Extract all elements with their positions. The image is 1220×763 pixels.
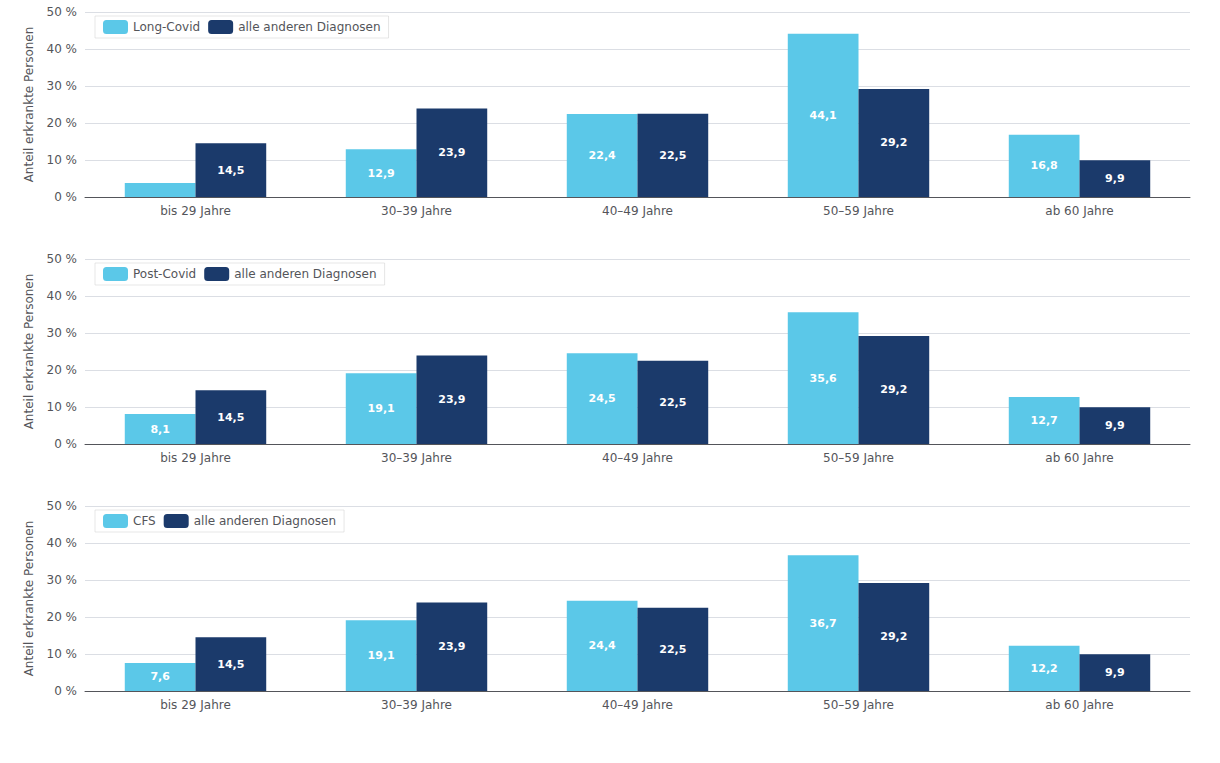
svg-text:50–59 Jahre: 50–59 Jahre: [823, 204, 894, 218]
svg-text:44,1: 44,1: [810, 109, 837, 122]
svg-text:ab 60 Jahre: ab 60 Jahre: [1045, 204, 1113, 218]
svg-text:50–59 Jahre: 50–59 Jahre: [823, 451, 894, 465]
svg-text:30–39 Jahre: 30–39 Jahre: [381, 698, 452, 712]
svg-text:14,5: 14,5: [217, 658, 244, 671]
svg-text:30 %: 30 %: [47, 326, 78, 340]
svg-text:23,9: 23,9: [438, 146, 465, 159]
svg-text:Anteil erkrankte Personen: Anteil erkrankte Personen: [22, 274, 36, 430]
svg-text:10 %: 10 %: [47, 647, 78, 661]
svg-text:23,9: 23,9: [438, 393, 465, 406]
svg-text:ab 60 Jahre: ab 60 Jahre: [1045, 698, 1113, 712]
svg-text:40 %: 40 %: [47, 536, 78, 550]
svg-text:alle anderen Diagnosen: alle anderen Diagnosen: [238, 20, 380, 34]
svg-text:16,8: 16,8: [1031, 159, 1058, 172]
svg-text:0 %: 0 %: [54, 684, 77, 698]
svg-text:9,9: 9,9: [1105, 172, 1125, 185]
svg-text:20 %: 20 %: [47, 610, 78, 624]
svg-text:Anteil erkrankte Personen: Anteil erkrankte Personen: [22, 521, 36, 677]
svg-text:24,4: 24,4: [589, 639, 616, 652]
svg-text:22,5: 22,5: [659, 396, 686, 409]
svg-text:ab 60 Jahre: ab 60 Jahre: [1045, 451, 1113, 465]
svg-text:0 %: 0 %: [54, 190, 77, 204]
svg-text:bis 29 Jahre: bis 29 Jahre: [160, 451, 231, 465]
svg-text:30 %: 30 %: [47, 573, 78, 587]
svg-text:22,5: 22,5: [659, 149, 686, 162]
svg-text:10 %: 10 %: [47, 153, 78, 167]
svg-text:12,2: 12,2: [1031, 662, 1058, 675]
svg-text:24,5: 24,5: [589, 392, 616, 405]
svg-text:bis 29 Jahre: bis 29 Jahre: [160, 698, 231, 712]
svg-text:12,7: 12,7: [1031, 414, 1058, 427]
svg-text:20 %: 20 %: [47, 363, 78, 377]
svg-text:10 %: 10 %: [47, 400, 78, 414]
svg-text:8,1: 8,1: [150, 423, 170, 436]
svg-text:alle anderen Diagnosen: alle anderen Diagnosen: [194, 514, 336, 528]
svg-text:22,4: 22,4: [589, 149, 616, 162]
svg-text:Post-Covid: Post-Covid: [133, 267, 196, 281]
svg-text:29,2: 29,2: [880, 383, 907, 396]
svg-text:9,9: 9,9: [1105, 666, 1125, 679]
svg-text:30 %: 30 %: [47, 79, 78, 93]
svg-text:9,9: 9,9: [1105, 419, 1125, 432]
svg-text:alle anderen Diagnosen: alle anderen Diagnosen: [234, 267, 376, 281]
svg-text:40 %: 40 %: [47, 289, 78, 303]
svg-text:12,9: 12,9: [368, 167, 395, 180]
svg-text:7,6: 7,6: [150, 670, 170, 683]
svg-text:14,5: 14,5: [217, 411, 244, 424]
svg-text:40–49 Jahre: 40–49 Jahre: [602, 698, 673, 712]
svg-text:19,1: 19,1: [368, 649, 395, 662]
svg-text:35,6: 35,6: [810, 372, 837, 385]
svg-text:40–49 Jahre: 40–49 Jahre: [602, 204, 673, 218]
svg-text:20 %: 20 %: [47, 116, 78, 130]
svg-text:Anteil erkrankte Personen: Anteil erkrankte Personen: [22, 27, 36, 183]
svg-text:Long-Covid: Long-Covid: [133, 20, 200, 34]
svg-text:29,2: 29,2: [880, 136, 907, 149]
svg-text:bis 29 Jahre: bis 29 Jahre: [160, 204, 231, 218]
svg-text:40–49 Jahre: 40–49 Jahre: [602, 451, 673, 465]
svg-text:30–39 Jahre: 30–39 Jahre: [381, 204, 452, 218]
svg-text:0 %: 0 %: [54, 437, 77, 451]
svg-text:50–59 Jahre: 50–59 Jahre: [823, 698, 894, 712]
svg-text:29,2: 29,2: [880, 630, 907, 643]
svg-text:36,7: 36,7: [810, 617, 837, 630]
svg-text:19,1: 19,1: [368, 402, 395, 415]
svg-text:14,5: 14,5: [217, 164, 244, 177]
svg-text:23,9: 23,9: [438, 640, 465, 653]
svg-text:22,5: 22,5: [659, 643, 686, 656]
svg-text:50 %: 50 %: [47, 252, 78, 266]
svg-text:50 %: 50 %: [47, 499, 78, 513]
svg-text:30–39 Jahre: 30–39 Jahre: [381, 451, 452, 465]
svg-text:50 %: 50 %: [47, 5, 78, 19]
svg-text:CFS: CFS: [133, 514, 156, 528]
svg-text:40 %: 40 %: [47, 42, 78, 56]
